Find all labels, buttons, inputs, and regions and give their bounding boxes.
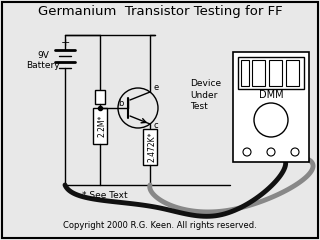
Text: DMM: DMM — [259, 90, 283, 100]
Bar — [93, 108, 107, 144]
Bar — [286, 60, 299, 86]
Text: e: e — [153, 83, 158, 92]
Bar — [233, 52, 309, 162]
Text: 2.2M*: 2.2M* — [98, 115, 107, 137]
Bar — [252, 60, 265, 86]
Text: 2.472K*: 2.472K* — [148, 132, 156, 162]
Bar — [241, 60, 249, 86]
Text: Copyright 2000 R.G. Keen. All rights reserved.: Copyright 2000 R.G. Keen. All rights res… — [63, 221, 257, 229]
Bar — [238, 57, 304, 89]
Text: Battery: Battery — [26, 60, 60, 70]
Text: b: b — [118, 99, 124, 108]
Text: * See Text: * See Text — [82, 192, 128, 200]
Bar — [95, 90, 105, 104]
Text: Germanium  Transistor Testing for FF: Germanium Transistor Testing for FF — [38, 6, 282, 18]
Text: +: + — [60, 38, 70, 48]
Text: Device
Under
Test: Device Under Test — [190, 79, 221, 111]
Text: c: c — [153, 121, 158, 130]
Text: 9V: 9V — [37, 52, 49, 60]
Bar — [143, 129, 157, 165]
Bar — [269, 60, 282, 86]
